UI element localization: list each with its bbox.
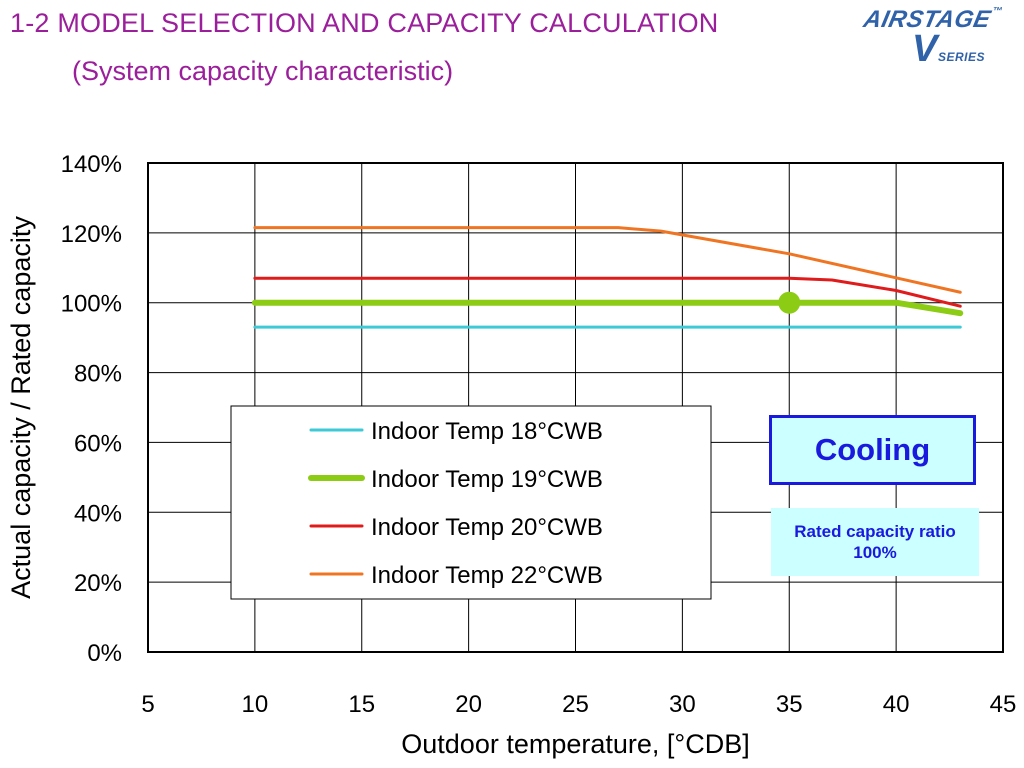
x-tick-label: 15 [348,691,375,718]
x-tick-label: 30 [669,691,696,718]
legend-entry: Indoor Temp 22°CWB [371,562,603,589]
cooling-label: Cooling [814,432,931,467]
x-tick-label: 35 [776,691,803,718]
cooling-label-box: Cooling [769,415,976,485]
x-tick-label: 20 [455,691,482,718]
chart-ticks: 5 10 15 20 25 30 35 40 45 0% 20% 40% 60% 80% 100% 120% 1… [61,151,1017,718]
y-tick-label: 0% [87,640,122,667]
y-tick-label: 80% [74,361,122,388]
y-tick-label: 100% [61,291,122,318]
page-title: 1-2 MODEL SELECTION AND CAPACITY CALCULA… [10,8,719,38]
y-tick-label: 20% [74,570,122,597]
x-tick-label: 5 [141,691,154,718]
y-tick-label: 60% [74,430,122,457]
series-line-3 [253,276,962,308]
x-tick-label: 40 [883,691,910,718]
legend-entry: Indoor Temp 18°CWB [371,418,603,445]
legend-entry: Indoor Temp 20°CWB [371,514,603,541]
rated-capacity-ratio-box: Rated capacity ratio 100% [771,508,979,576]
logo-series-text: SERIES [938,50,986,64]
y-tick-label: 140% [61,151,122,178]
legend-entry: Indoor Temp 19°CWB [371,466,603,493]
plot-frame [147,162,1004,653]
logo-v-letter: V [912,28,938,70]
x-axis-label: Outdoor temperature, [°CDB] [401,729,749,759]
y-axis-label: Actual capacity / Rated capacity [6,216,36,599]
chart-series [251,226,964,329]
x-tick-label: 25 [562,691,589,718]
series-line-2 [251,299,964,317]
series-line-4 [253,226,962,294]
legend-box [230,405,712,600]
y-tick-label: 120% [61,221,122,248]
airstage-logo: AIRSTAGE™ V SERIES [861,4,1022,70]
rated-point-marker [778,291,801,314]
chart-legend: Indoor Temp 18°CWB Indoor Temp 19°CWB Indo… [230,405,712,600]
y-tick-label: 40% [74,500,122,527]
x-tick-label: 10 [242,691,269,718]
rated-capacity-ratio-value: 100% [853,543,897,562]
x-tick-label: 45 [990,691,1017,718]
rated-capacity-ratio-label: Rated capacity ratio [794,522,956,541]
page-subtitle: (System capacity characteristic) [72,56,454,86]
